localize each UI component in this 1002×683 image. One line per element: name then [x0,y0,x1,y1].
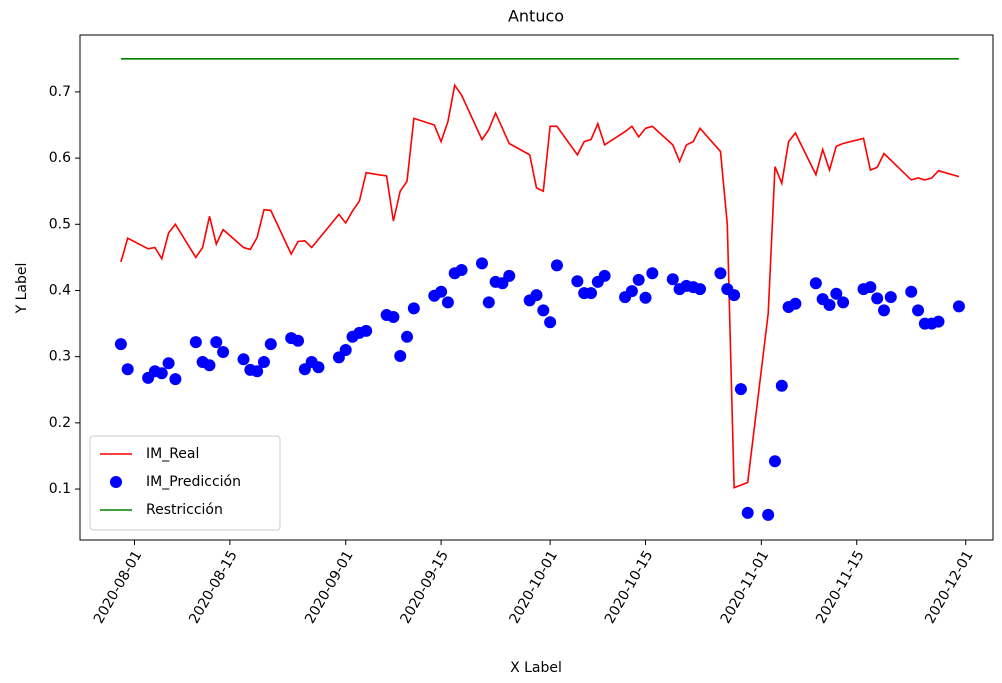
data-point [905,285,918,298]
data-point [435,285,448,298]
plot-frame [79,34,994,541]
legend-marker [110,476,122,488]
data-point [625,285,638,298]
data-point [114,338,127,351]
data-point [632,273,645,286]
data-point [728,289,741,302]
y-tick-label: 0.2 [49,415,71,431]
data-point [503,269,516,282]
legend-box [89,435,281,531]
data-point [952,300,965,313]
data-point [264,338,277,351]
chart-title: Antuco [508,7,564,26]
data-point [694,283,707,296]
data-point [455,263,468,276]
legend-label: IM_Predicción [146,474,241,490]
data-point [475,257,488,270]
data-point [189,336,202,349]
x-axis-label: X Label [510,660,562,676]
data-point [871,292,884,305]
data-point [121,363,134,376]
data-point [441,296,454,309]
y-axis-label: Y Label [14,263,30,315]
y-tick-label: 0.7 [49,84,71,100]
data-point [217,346,230,359]
y-tick-label: 0.3 [49,349,71,365]
data-point [387,310,400,323]
data-point [789,297,802,310]
data-point [809,277,822,290]
data-point [237,353,250,366]
data-point [312,361,325,374]
data-point [530,289,543,302]
data-point [339,344,352,357]
data-point [251,365,264,378]
y-tick-label: 0.5 [49,216,71,232]
data-point [257,355,270,368]
data-point [292,334,305,347]
data-point [162,357,175,370]
data-point [210,336,223,349]
data-point [401,330,414,343]
data-point [407,302,420,315]
data-point [203,359,216,372]
data-point [544,316,557,329]
data-point [762,508,775,521]
data-point [537,304,550,317]
data-point [837,296,850,309]
data-point [884,291,897,304]
data-point [639,291,652,304]
data-point [912,304,925,317]
y-tick-label: 0.1 [49,481,71,497]
data-point [864,281,877,294]
data-point [550,259,563,272]
data-point [155,367,168,380]
data-line [120,83,960,489]
data-point [598,269,611,282]
data-point [741,506,754,519]
data-point [585,287,598,300]
data-point [775,379,788,392]
data-point [823,299,836,312]
data-point [169,373,182,386]
data-point [877,304,890,317]
data-point [768,455,781,468]
data-point [734,383,747,396]
data-point [571,275,584,288]
data-point [830,287,843,300]
data-point [482,296,495,309]
data-point [360,324,373,337]
legend-label: IM_Real [146,446,199,462]
data-point [646,267,659,280]
data-point [714,267,727,280]
y-tick-label: 0.4 [49,282,71,298]
y-tick-label: 0.6 [49,150,71,166]
data-point [666,273,679,286]
legend-label: Restricción [146,502,223,518]
data-point [394,350,407,363]
data-point [932,315,945,328]
